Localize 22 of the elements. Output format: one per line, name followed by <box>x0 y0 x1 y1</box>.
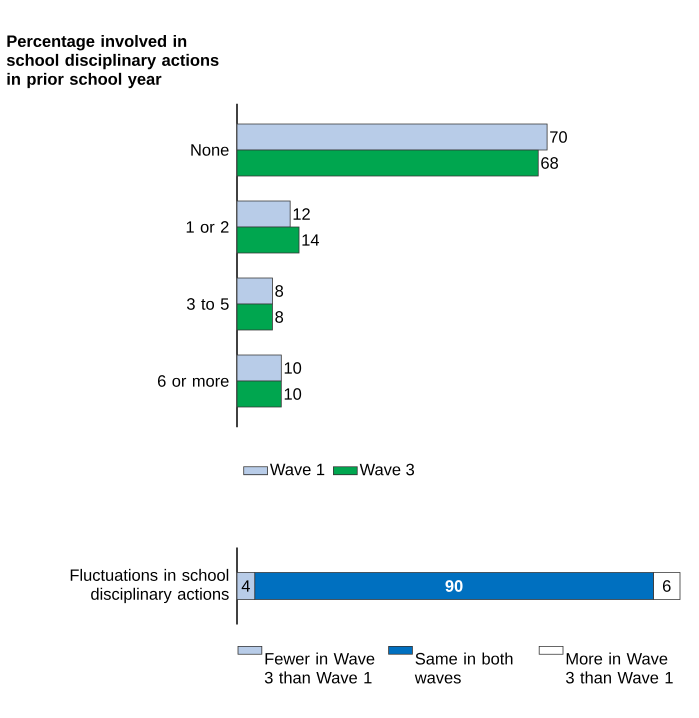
y-tick-label: 6 or more <box>158 375 229 387</box>
data-label: 8 <box>275 311 284 323</box>
data-label: 8 <box>275 285 284 297</box>
data-label: 12 <box>294 208 310 220</box>
data-label: 10 <box>284 362 302 374</box>
y-tick-label: None <box>191 144 229 156</box>
data-label: 6 <box>662 580 671 592</box>
y-tick-label: 3 to 5 <box>186 298 229 310</box>
y-tick-label: Fluctuations in school disciplinary actions <box>70 568 229 604</box>
data-label: 4 <box>242 580 250 592</box>
legend-label: Wave 3 <box>360 464 414 476</box>
data-label: 90 <box>445 580 463 592</box>
data-label: 68 <box>541 157 558 169</box>
chart-title: Percentage involved in school disciplinary actions in prior school year <box>6 34 218 88</box>
legend-label: More in Wave 3 than Wave 1 <box>566 652 673 684</box>
data-label: 14 <box>302 234 320 246</box>
legend-label: Fewer in Wave 3 than Wave 1 <box>264 652 374 684</box>
legend-label: Same in both waves <box>414 652 512 684</box>
legend-label: Wave 1 <box>270 464 324 476</box>
data-label: 10 <box>284 388 302 400</box>
y-tick-label: 1 or 2 <box>186 221 228 233</box>
data-label: 70 <box>550 131 567 143</box>
